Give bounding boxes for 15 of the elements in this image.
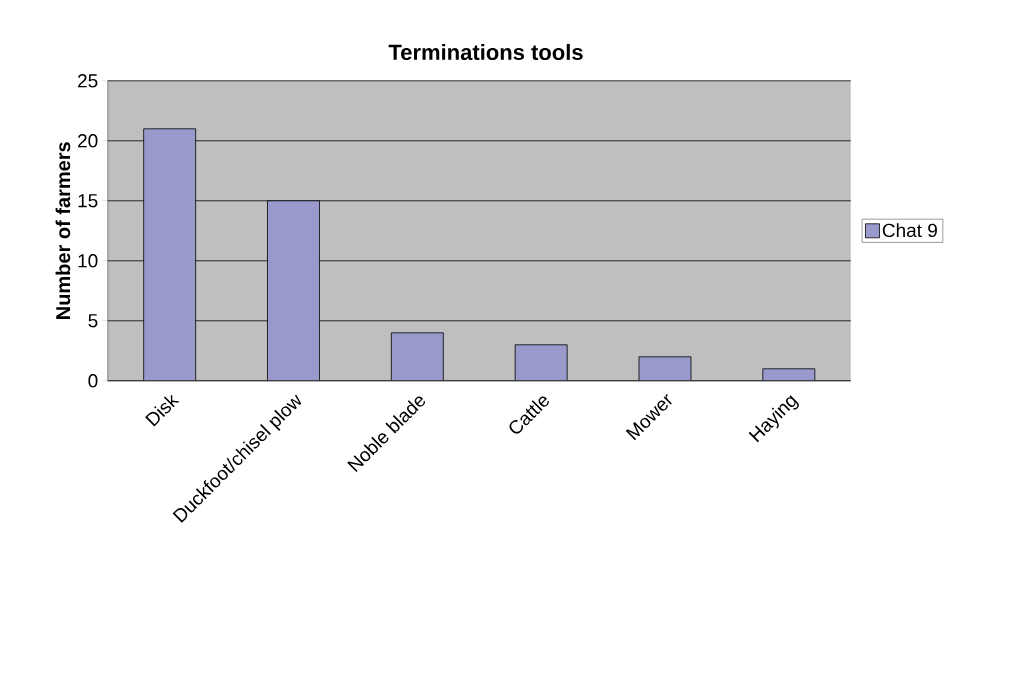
y-tick-label: 20 — [78, 134, 98, 148]
bar — [390, 332, 444, 381]
y-tick-label: 15 — [78, 194, 98, 208]
y-tick-label: 5 — [88, 314, 98, 328]
bar — [638, 356, 692, 381]
bar — [514, 344, 568, 381]
y-axis-title: Number of farmers — [55, 142, 71, 319]
bar — [267, 200, 320, 381]
bar — [762, 368, 816, 381]
y-tick-label: 25 — [78, 74, 98, 88]
y-tick-label: 10 — [78, 254, 98, 268]
chart-title: Terminations tools — [388, 43, 583, 61]
y-tick-label: 0 — [88, 374, 98, 388]
bar — [143, 128, 197, 381]
legend-label: Chat 9 — [882, 223, 937, 238]
